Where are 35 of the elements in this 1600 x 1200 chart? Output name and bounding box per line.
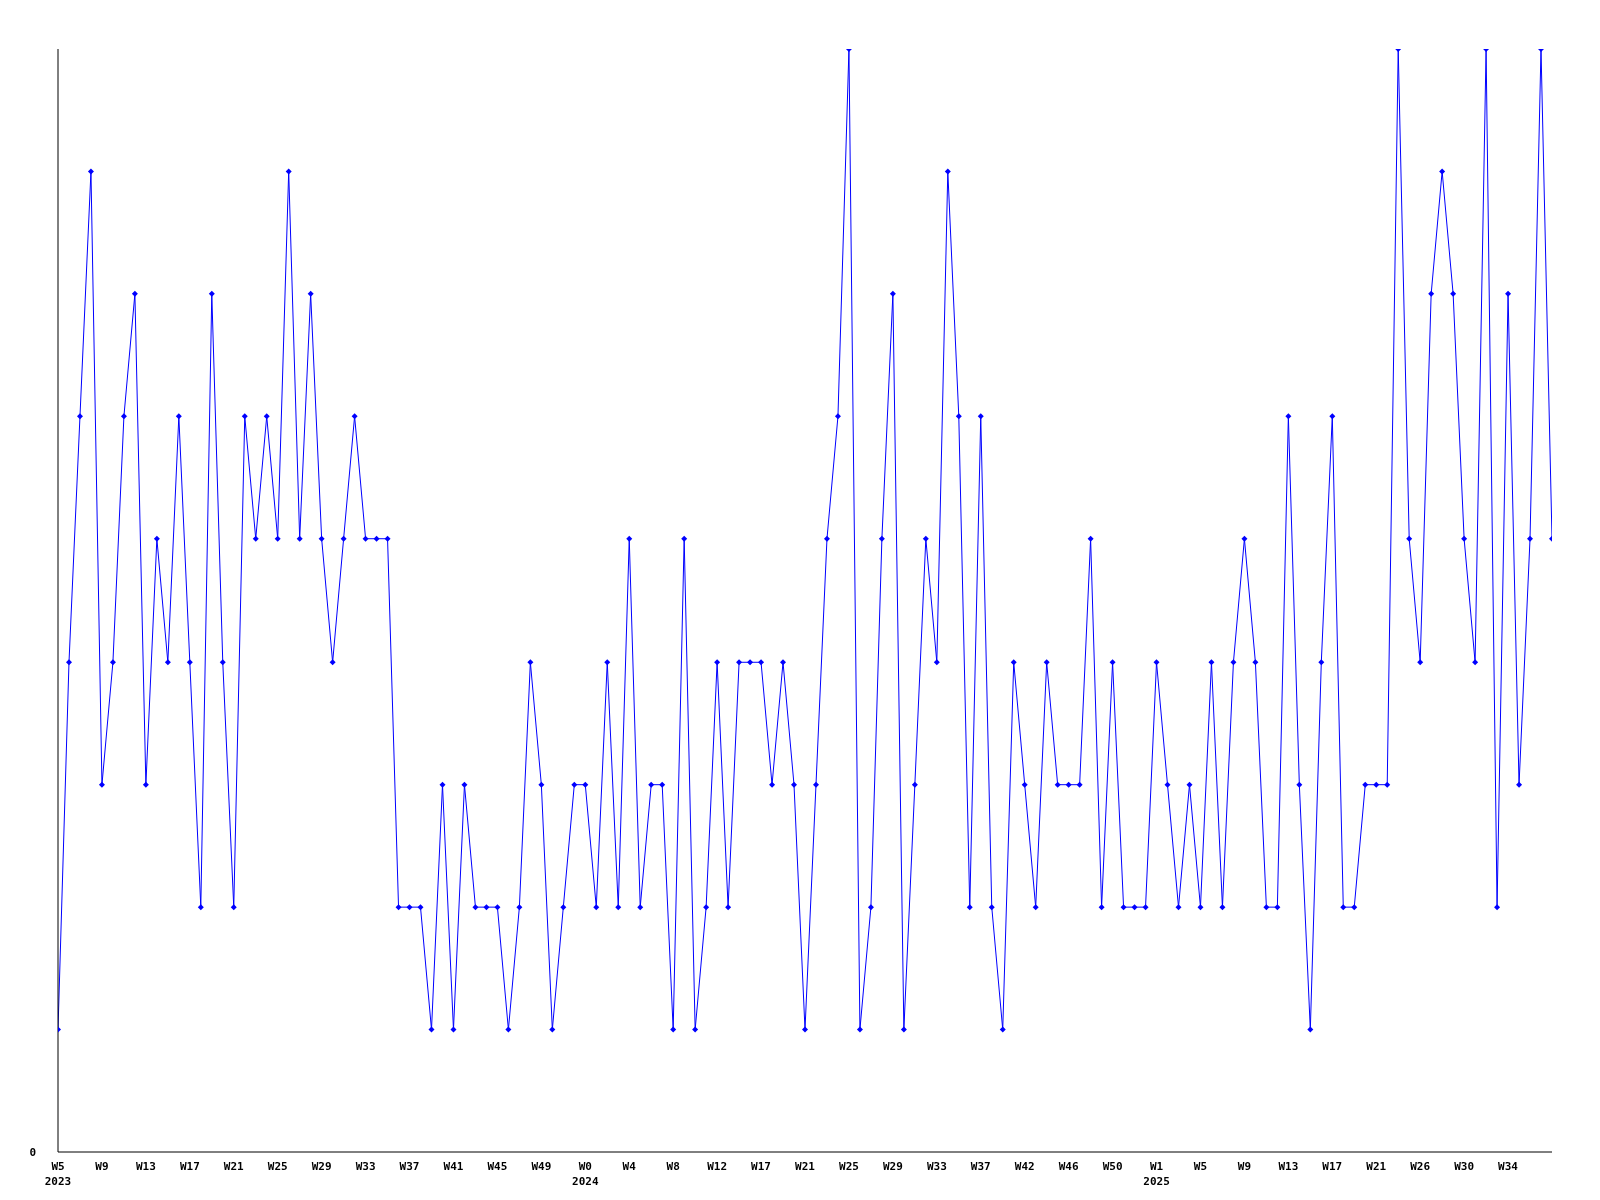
x-tick-label: W33 (926, 1160, 947, 1173)
x-tick-label: W21 (223, 1160, 245, 1173)
x-tick-label: W13 (1278, 1160, 1299, 1173)
x-tick-label: W50 (1102, 1160, 1123, 1173)
x-tick-label: W21 (1366, 1160, 1387, 1173)
x-tick-label: W1 2025 (1143, 1160, 1170, 1188)
x-tick-label: W13 (135, 1160, 156, 1173)
x-tick-label: W17 (751, 1160, 771, 1173)
x-tick-label: W29 (882, 1160, 903, 1173)
x-tick-label: W42 (1014, 1160, 1035, 1173)
x-tick-label: W5 2023 (44, 1160, 72, 1188)
x-tick-label: W33 (355, 1160, 376, 1173)
x-tick-label: W45 (487, 1160, 508, 1173)
x-tick-label: W49 (531, 1160, 552, 1173)
x-tick-label: W17 (179, 1160, 200, 1173)
x-tick-label: W25 (267, 1160, 288, 1173)
x-tick-label: W41 (443, 1160, 464, 1173)
x-tick-label: W9 (1237, 1160, 1252, 1173)
x-tick-label: W21 (795, 1160, 816, 1173)
x-tick-label: W37 (399, 1160, 420, 1173)
x-tick-label: W25 (839, 1160, 859, 1173)
x-tick-label: W34 (1498, 1160, 1519, 1173)
x-tick-label: W4 (622, 1160, 637, 1173)
x-tick-label: W26 (1410, 1160, 1431, 1173)
x-tick-label: W8 (666, 1160, 680, 1173)
x-tick-label: W9 (95, 1160, 109, 1173)
x-tick-label: W17 (1322, 1160, 1343, 1173)
x-tick-label: W5 (1193, 1160, 1208, 1173)
x-tick-label: W29 (311, 1160, 332, 1173)
x-tick-label: W0 2024 (572, 1160, 599, 1188)
x-tick-label: W12 (707, 1160, 728, 1173)
x-tick-label: W30 (1454, 1160, 1475, 1173)
text: 0 (29, 1145, 36, 1159)
x-tick-label: W46 (1058, 1160, 1079, 1173)
x-tick-label: W37 (970, 1160, 991, 1173)
